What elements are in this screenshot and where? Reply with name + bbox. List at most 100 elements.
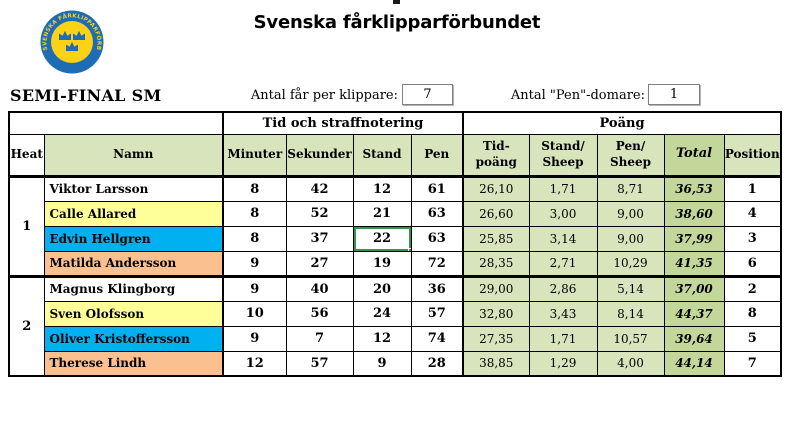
cell-sekunder[interactable]: 37 [285, 225, 354, 252]
cell-stand-sheep[interactable]: 2,71 [528, 250, 598, 277]
col-header-stand-sheep: Stand/ Sheep [528, 133, 598, 178]
cell-position[interactable]: 5 [723, 325, 782, 352]
cell-total[interactable]: 44,14 [663, 350, 725, 377]
cell-pen-sheep[interactable]: 5,14 [596, 274, 665, 302]
cell-total[interactable]: 39,64 [663, 325, 725, 352]
cell-name[interactable]: Oliver Kristoffersson [43, 325, 224, 352]
cell-pen-sheep[interactable]: 9,00 [596, 225, 665, 252]
cell-position[interactable]: 1 [723, 175, 782, 202]
cell-pen[interactable]: 74 [410, 325, 464, 352]
cell-minuter[interactable]: 10 [222, 300, 287, 327]
sheep-per-shearer-input[interactable]: 7 [402, 84, 453, 105]
table-row: Edvin Hellgren 8 37 22 63 25,85 3,14 9,0… [9, 225, 782, 252]
table-row: Sven Olofsson 10 56 24 57 32,80 3,43 8,1… [9, 300, 782, 327]
cell-sekunder[interactable]: 27 [285, 250, 354, 277]
cell-pen-sheep[interactable]: 10,29 [596, 250, 665, 277]
cell-name[interactable]: Calle Allared [43, 200, 224, 227]
cell-tidpoang[interactable]: 26,60 [462, 200, 530, 227]
cell-stand-sheep[interactable]: 1,71 [528, 325, 598, 352]
cell-pen[interactable]: 28 [410, 350, 464, 377]
cell-stand[interactable]: 20 [352, 274, 412, 302]
group-header-points: Poäng [462, 111, 782, 135]
cell-minuter[interactable]: 8 [222, 200, 287, 227]
cell-sekunder[interactable]: 42 [285, 175, 354, 202]
cell-stand[interactable]: 12 [352, 175, 412, 202]
table-row: Therese Lindh 12 57 9 28 38,85 1,29 4,00… [9, 350, 782, 377]
cell-tidpoang[interactable]: 38,85 [462, 350, 530, 377]
cell-stand[interactable]: 9 [352, 350, 412, 377]
selected-cell[interactable]: 22 [352, 225, 412, 252]
cell-pen-sheep[interactable]: 10,57 [596, 325, 665, 352]
cell-minuter[interactable]: 8 [222, 225, 287, 252]
cell-sekunder[interactable]: 40 [285, 274, 354, 302]
cell-stand-sheep[interactable]: 2,86 [528, 274, 598, 302]
col-header-tidpoang: Tid- poäng [462, 133, 530, 178]
cell-position[interactable]: 6 [723, 250, 782, 277]
cell-stand-sheep[interactable]: 3,43 [528, 300, 598, 327]
cell-tidpoang[interactable]: 25,85 [462, 225, 530, 252]
cell-position[interactable]: 3 [723, 225, 782, 252]
cell-tidpoang[interactable]: 32,80 [462, 300, 530, 327]
cell-total[interactable]: 37,99 [663, 225, 725, 252]
cell-stand[interactable]: 12 [352, 325, 412, 352]
cell-name[interactable]: Edvin Hellgren [43, 225, 224, 252]
cell-name[interactable]: Matilda Andersson [43, 250, 224, 277]
cell-total[interactable]: 37,00 [663, 274, 725, 302]
col-header-total: Total [663, 133, 725, 178]
cell-sekunder[interactable]: 52 [285, 200, 354, 227]
heat-number[interactable]: 1 [8, 175, 45, 277]
cell-minuter[interactable]: 12 [222, 350, 287, 377]
cell-tidpoang[interactable]: 28,35 [462, 250, 530, 277]
cell-pen-sheep[interactable]: 8,71 [596, 175, 665, 202]
cell-sekunder[interactable]: 7 [285, 325, 354, 352]
cell-pen[interactable]: 63 [410, 200, 464, 227]
section-title: SEMI-FINAL SM [10, 86, 162, 105]
cell-minuter[interactable]: 9 [222, 250, 287, 277]
cell-tidpoang[interactable]: 29,00 [462, 274, 530, 302]
cell-name[interactable]: Magnus Klingborg [43, 274, 224, 302]
cell-stand-sheep[interactable]: 1,71 [528, 175, 598, 202]
cell-stand[interactable]: 19 [352, 250, 412, 277]
cell-pen-sheep[interactable]: 9,00 [596, 200, 665, 227]
col-header-minuter: Minuter [222, 133, 287, 178]
fill-handle[interactable] [407, 247, 410, 250]
table-row: Oliver Kristoffersson 9 7 12 74 27,35 1,… [9, 325, 782, 352]
cell-minuter[interactable]: 9 [222, 274, 287, 302]
cell-stand-sheep[interactable]: 3,14 [528, 225, 598, 252]
cell-name[interactable]: Sven Olofsson [43, 300, 224, 327]
cell-total[interactable]: 36,53 [663, 175, 725, 202]
cell-position[interactable]: 7 [723, 350, 782, 377]
cell-pen[interactable]: 36 [410, 274, 464, 302]
cell-pen[interactable]: 57 [410, 300, 464, 327]
cell-minuter[interactable]: 9 [222, 325, 287, 352]
cell-sekunder[interactable]: 56 [285, 300, 354, 327]
group-header-row: Tid och straffnotering Poäng [8, 111, 782, 135]
cell-stand[interactable]: 21 [352, 200, 412, 227]
cell-total[interactable]: 41,35 [663, 250, 725, 277]
cell-position[interactable]: 2 [723, 274, 782, 302]
clipped-text-artifact [393, 0, 400, 4]
cell-name[interactable]: Therese Lindh [43, 350, 224, 377]
cell-total[interactable]: 44,37 [663, 300, 725, 327]
cell-name[interactable]: Viktor Larsson [43, 175, 224, 202]
cell-sekunder[interactable]: 57 [285, 350, 354, 377]
cell-pen[interactable]: 61 [410, 175, 464, 202]
cell-position[interactable]: 8 [723, 300, 782, 327]
cell-pen-sheep[interactable]: 4,00 [596, 350, 665, 377]
pen-judges-input[interactable]: 1 [648, 84, 700, 105]
cell-position[interactable]: 4 [723, 200, 782, 227]
cell-stand[interactable]: 24 [352, 300, 412, 327]
cell-stand-sheep[interactable]: 3,00 [528, 200, 598, 227]
table-row: 2 Magnus Klingborg 9 40 20 36 29,00 2,86… [8, 274, 782, 377]
cell-total[interactable]: 38,60 [663, 200, 725, 227]
cell-pen-sheep[interactable]: 8,14 [596, 300, 665, 327]
cell-tidpoang[interactable]: 27,35 [462, 325, 530, 352]
cell-stand-sheep[interactable]: 1,29 [528, 350, 598, 377]
cell-tidpoang[interactable]: 26,10 [462, 175, 530, 202]
heat-number[interactable]: 2 [8, 274, 45, 377]
cell-pen[interactable]: 72 [410, 250, 464, 277]
cell-minuter[interactable]: 8 [222, 175, 287, 202]
cell-pen[interactable]: 63 [410, 225, 464, 252]
col-header-stand: Stand [352, 133, 412, 178]
